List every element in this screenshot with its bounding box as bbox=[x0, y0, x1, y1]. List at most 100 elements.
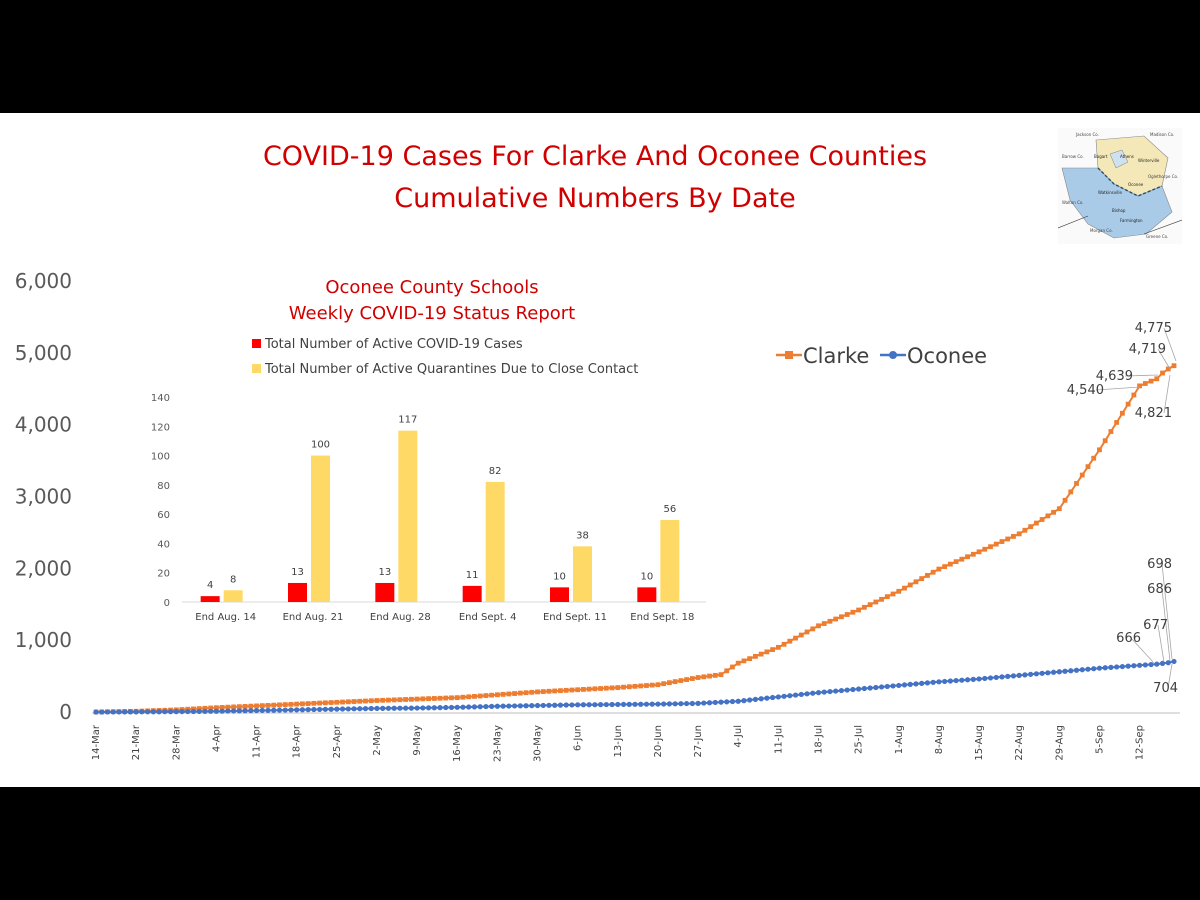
clarke-data-point bbox=[1079, 472, 1085, 478]
inset-y-tick-label: 120 bbox=[151, 422, 170, 433]
clarke-data-point bbox=[1137, 383, 1142, 389]
oconee-data-point bbox=[1148, 661, 1154, 668]
inset-data-label: 56 bbox=[663, 504, 676, 515]
x-tick-label: 11-Jul bbox=[773, 725, 784, 754]
inset-y-tick-label: 100 bbox=[151, 452, 170, 463]
clarke-data-point bbox=[718, 672, 724, 678]
oconee-data-point bbox=[1005, 673, 1011, 679]
annotation-leader bbox=[1161, 588, 1171, 662]
inset-data-label: 10 bbox=[640, 571, 653, 582]
oconee-data-point bbox=[1016, 672, 1022, 678]
oconee-data-point bbox=[167, 709, 174, 715]
clarke-data-point bbox=[546, 688, 552, 694]
clarke-data-point bbox=[701, 674, 707, 680]
x-tick-label: 11-Apr bbox=[252, 724, 263, 758]
oconee-data-point bbox=[173, 709, 179, 715]
oconee-data-point bbox=[964, 677, 971, 683]
oconee-data-point bbox=[179, 708, 185, 715]
clarke-data-point bbox=[254, 703, 259, 709]
oconee-data-point bbox=[494, 703, 500, 709]
inset-data-label: 117 bbox=[398, 415, 417, 426]
clarke-data-point bbox=[861, 604, 867, 610]
clarke-data-point bbox=[798, 632, 804, 638]
clarke-data-point bbox=[426, 696, 431, 702]
y-tick-label: 4,000 bbox=[15, 413, 72, 437]
clarke-data-point bbox=[1062, 497, 1068, 503]
clarke-data-point bbox=[1068, 489, 1074, 495]
oconee-data-point bbox=[288, 707, 294, 713]
oconee-data-point bbox=[511, 703, 518, 709]
oconee-data-point bbox=[425, 705, 432, 711]
clarke-data-point bbox=[598, 686, 603, 691]
clarke-data-point bbox=[1108, 429, 1114, 434]
clarke-data-point bbox=[626, 684, 632, 690]
clarke-data-point bbox=[1165, 366, 1171, 372]
clarke-data-point bbox=[466, 694, 472, 700]
clarke-data-point bbox=[242, 704, 248, 709]
clarke-data-point bbox=[506, 691, 512, 697]
oconee-annotation: 666 bbox=[1116, 631, 1141, 646]
oconee-data-point bbox=[861, 685, 867, 692]
clarke-data-point bbox=[839, 614, 844, 620]
oconee-data-point bbox=[489, 703, 495, 710]
clarke-data-point bbox=[575, 687, 581, 693]
x-tick-label: 6-Jun bbox=[573, 725, 584, 751]
annotation-leader bbox=[1163, 374, 1171, 414]
x-tick-label: 5-Sep bbox=[1094, 725, 1105, 754]
oconee-data-point bbox=[844, 687, 850, 693]
oconee-data-point bbox=[116, 709, 122, 715]
oconee-data-point bbox=[1050, 669, 1057, 675]
oconee-data-point bbox=[253, 707, 260, 714]
oconee-data-point bbox=[397, 705, 403, 711]
inset-category-label: End Sept. 11 bbox=[543, 612, 607, 623]
map-label: Watkinsville bbox=[1098, 190, 1122, 195]
oconee-data-point bbox=[1119, 663, 1125, 670]
oconee-data-point bbox=[122, 709, 128, 715]
inset-bar-quarantines bbox=[311, 455, 330, 602]
clarke-data-point bbox=[770, 647, 776, 653]
x-tick-label: 15-Aug bbox=[974, 725, 985, 761]
x-tick-label: 4-Jul bbox=[733, 725, 744, 748]
clarke-data-point bbox=[821, 621, 827, 626]
oconee-data-point bbox=[741, 698, 747, 704]
inset-y-tick-label: 60 bbox=[157, 510, 170, 521]
oconee-data-point bbox=[185, 708, 191, 715]
oconee-data-point bbox=[1033, 671, 1039, 677]
clarke-data-point bbox=[615, 685, 621, 690]
oconee-data-point bbox=[1010, 673, 1017, 679]
legend-marker bbox=[889, 351, 897, 359]
oconee-data-point bbox=[706, 700, 713, 706]
x-tick-label: 20-Jun bbox=[653, 725, 664, 758]
annotation-leader bbox=[1161, 563, 1173, 660]
inset-bar-quarantines bbox=[660, 520, 680, 602]
oconee-data-point bbox=[901, 682, 908, 688]
clarke-data-point bbox=[999, 539, 1005, 544]
oconee-data-point bbox=[305, 707, 311, 713]
oconee-data-point bbox=[1062, 668, 1068, 674]
oconee-data-point bbox=[649, 701, 655, 707]
clarke-data-point bbox=[707, 673, 712, 679]
oconee-data-point bbox=[787, 693, 793, 699]
clarke-data-point bbox=[747, 656, 753, 662]
clarke-data-point bbox=[1119, 410, 1125, 416]
clarke-annotation: 4,639 bbox=[1096, 369, 1133, 384]
clarke-data-point bbox=[420, 696, 426, 702]
clarke-data-point bbox=[231, 704, 237, 710]
annotation-leader bbox=[1130, 637, 1155, 664]
oconee-data-point bbox=[248, 708, 254, 714]
clarke-data-point bbox=[345, 699, 351, 705]
clarke-data-point bbox=[351, 699, 357, 704]
x-tick-label: 12-Sep bbox=[1135, 725, 1146, 760]
oconee-data-point bbox=[620, 701, 627, 708]
oconee-data-point bbox=[953, 677, 959, 684]
oconee-data-point bbox=[242, 708, 248, 714]
clarke-data-point bbox=[460, 694, 466, 700]
oconee-annotation: 698 bbox=[1147, 557, 1172, 572]
clarke-data-point bbox=[236, 704, 242, 710]
clarke-data-point bbox=[632, 683, 638, 689]
clarke-data-point bbox=[976, 549, 982, 555]
oconee-data-point bbox=[833, 688, 839, 694]
x-tick-label: 25-Jul bbox=[854, 725, 865, 754]
clarke-data-point bbox=[535, 689, 540, 695]
clarke-data-point bbox=[638, 683, 644, 689]
